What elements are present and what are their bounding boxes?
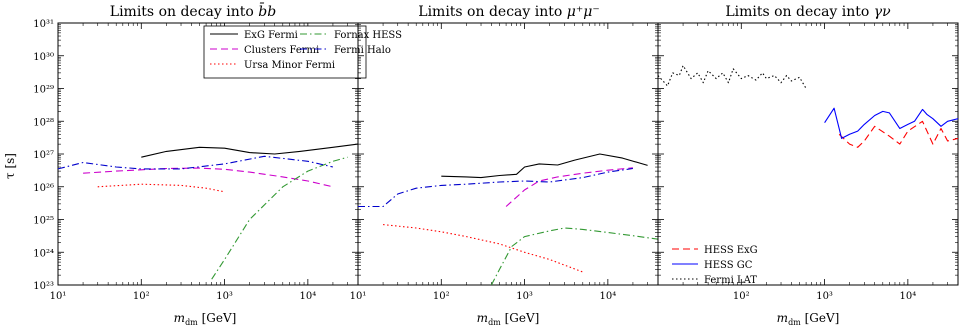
series-line-fornax-hess	[490, 227, 658, 285]
plot-frame	[357, 22, 659, 286]
series-line-hess-exg	[838, 120, 958, 148]
y-tick-label: 10³⁰	[33, 52, 54, 63]
title-math: μ⁺μ⁻	[567, 4, 600, 20]
y-tick-label: 10²⁶	[33, 183, 54, 194]
title-math: b̄b	[258, 2, 276, 20]
ticks	[657, 22, 959, 286]
y-tick-label: 10²⁹	[33, 85, 54, 96]
title-prefix: Limits on decay into	[725, 4, 873, 20]
x-tick-label: 10⁴	[299, 291, 316, 302]
legend-label: HESS ExG	[704, 245, 758, 256]
legend-label: Fornax HESS	[334, 30, 402, 41]
series-line-exg-fermi	[441, 153, 648, 179]
x-tick-label: 10¹	[50, 291, 67, 302]
y-tick-label: 10³¹	[33, 19, 54, 30]
x-tick-label: 10²	[433, 291, 450, 302]
y-tick-label: 10²⁴	[33, 248, 54, 259]
series-line-exg-fermi	[141, 143, 358, 158]
title-prefix: Limits on decay into	[418, 4, 566, 20]
y-axis-label: τ [s]	[3, 153, 17, 179]
svg-text:mdm [GeV]: mdm [GeV]	[174, 311, 237, 327]
series-line-ursa-minor-fermi	[383, 224, 583, 273]
x-axis-label-1: mdm [GeV]	[477, 311, 540, 327]
legend-label: Clusters Fermi	[244, 45, 319, 56]
series-line-clusters-fermi	[83, 167, 334, 188]
panel-mumu: Limits on decay into μ⁺μ⁻ 10¹ 10² 10³ 10⁴	[350, 4, 659, 302]
x-axis-label-2: mdm [GeV]	[777, 311, 840, 327]
title-math: γν	[874, 4, 891, 20]
legend: ExG Fermi Clusters Fermi Ursa Minor Fermi F…	[203, 25, 402, 79]
panel-gamma-nu: Limits on decay into γν 10² 10³ 10⁴ HESS Ex…	[657, 4, 959, 302]
legend-label: ExG Fermi	[244, 30, 298, 41]
x-tick-label: 10⁴	[599, 291, 616, 302]
y-tick-label: 10²⁷	[33, 150, 54, 161]
series-group	[358, 153, 658, 285]
legend-label: Ursa Minor Fermi	[244, 60, 335, 71]
series-line-hess-gc	[824, 107, 958, 139]
title-prefix: Limits on decay into	[110, 4, 258, 20]
legend-label: HESS GC	[704, 260, 753, 271]
series-group	[658, 65, 958, 148]
x-tick-label: 10²	[133, 291, 150, 302]
panel-title: Limits on decay into μ⁺μ⁻	[418, 4, 599, 20]
series-line-ursa-minor-fermi	[97, 183, 225, 193]
ticks	[357, 22, 659, 286]
x-tick-label: 10²	[733, 291, 750, 302]
plot-frame	[657, 22, 959, 286]
series-line-fornax-hess	[211, 156, 348, 280]
legend-label: Fermi Halo	[334, 45, 391, 56]
x-tick-label: 10³	[816, 291, 833, 302]
y-tick-label: 10²³	[33, 281, 54, 292]
panel-title: Limits on decay into b̄b	[110, 2, 276, 20]
legend-box	[203, 25, 367, 79]
x-tick-label: 10⁴	[899, 291, 916, 302]
svg-text:mdm [GeV]: mdm [GeV]	[477, 311, 540, 327]
series-line-fermi-lat	[658, 65, 807, 89]
x-tick-label: 10¹	[350, 291, 367, 302]
svg-text:mdm [GeV]: mdm [GeV]	[777, 311, 840, 327]
x-tick-label: 10³	[216, 291, 233, 302]
x-axis-label-0: mdm [GeV]	[174, 311, 237, 327]
series-line-fermi-halo	[58, 155, 334, 170]
x-tick-label: 10³	[516, 291, 533, 302]
panel-title: Limits on decay into γν	[725, 4, 891, 20]
y-tick-label: 10²⁵	[33, 216, 54, 227]
series-group	[58, 143, 358, 280]
series-line-clusters-fermi	[505, 167, 633, 207]
y-tick-label: 10²⁸	[33, 117, 54, 128]
panel-bb: Limits on decay into b̄b 10¹ 10² 10³ 10⁴ 10²…	[33, 2, 402, 302]
legend-label: Fermi LAT	[704, 275, 757, 286]
series-line-fermi-halo	[358, 167, 633, 208]
legend: HESS ExG HESS GC Fermi LAT	[672, 245, 758, 286]
